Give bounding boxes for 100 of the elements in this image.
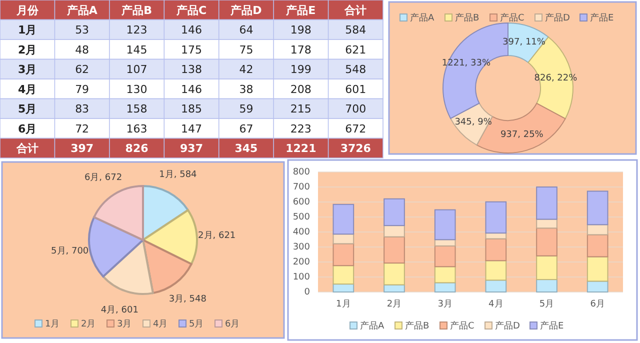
y-tick-label: 4月: [18, 82, 37, 96]
bar: [384, 198, 405, 226]
x-tick-label: 产品A: [66, 4, 98, 17]
legend-label: 产品A: [360, 320, 385, 332]
data-label: 4月, 601: [100, 306, 138, 316]
bar: [434, 282, 456, 292]
bar: [586, 190, 608, 226]
data-label: 215: [290, 102, 312, 116]
bar: [586, 224, 608, 236]
data-label: 1月, 584: [159, 170, 198, 180]
data-label: 548: [345, 63, 366, 76]
legend-label: 5月: [189, 319, 204, 330]
bar: [332, 204, 354, 235]
data-label: 59: [239, 102, 254, 116]
bar: [485, 280, 507, 292]
y-tick-label: 0: [304, 287, 310, 298]
donut-slice: [476, 102, 566, 154]
data-label: 42: [239, 63, 254, 76]
data-label: 397, 11%: [502, 37, 546, 48]
y-tick-label: 600: [292, 197, 310, 208]
y-tick-label: 6月: [18, 122, 37, 136]
bar: [434, 209, 456, 240]
legend-label: 6月: [225, 319, 240, 330]
x-tick-label: 产品E: [285, 4, 316, 17]
data-label: 145: [126, 43, 148, 56]
y-tick-label: 2月: [18, 43, 37, 56]
bar: [536, 228, 558, 256]
data-label: 107: [126, 63, 148, 76]
legend-label: 产品E: [540, 320, 564, 332]
data-label: 6月, 672: [84, 173, 122, 184]
bar: [384, 262, 405, 286]
pie-slice: [93, 185, 144, 241]
bar: [384, 236, 405, 264]
data-label: 345: [234, 142, 258, 156]
data-label: 345, 9%: [454, 118, 492, 128]
data-label: 130: [126, 82, 148, 96]
data-label: 146: [181, 82, 202, 96]
y-tick-label: 300: [292, 242, 310, 252]
legend-label: 4月: [153, 319, 168, 330]
data-label: 223: [290, 122, 312, 136]
y-tick-label: 800: [292, 167, 310, 178]
legend-label: 产品B: [405, 320, 430, 332]
bar: [485, 201, 507, 234]
pie-slice: [88, 216, 144, 278]
data-label: 621: [345, 43, 366, 56]
bar: [586, 234, 608, 258]
data-label: 397: [70, 142, 94, 156]
data-label: 5月, 700: [51, 246, 89, 257]
x-tick-label: 5月: [539, 299, 554, 310]
data-label: 199: [290, 63, 312, 76]
data-label: 178: [290, 43, 312, 56]
x-tick-label: 产品D: [230, 4, 262, 17]
legend-label: 3月: [117, 319, 132, 330]
data-label: 1221: [286, 142, 316, 156]
data-label: 208: [290, 82, 312, 96]
data-label: 138: [181, 63, 202, 76]
bar: [536, 255, 558, 280]
x-tick-label: 合计: [344, 4, 367, 17]
data-label: 53: [75, 24, 90, 37]
data-label: 147: [181, 122, 202, 136]
x-tick-label: 产品B: [120, 4, 152, 17]
data-label: 123: [126, 24, 148, 37]
legend-label: 产品D: [495, 320, 520, 332]
legend-label: 2月: [81, 319, 96, 330]
bar: [434, 245, 456, 268]
y-tick-label: 500: [292, 212, 310, 222]
y-tick-label: 200: [292, 257, 310, 268]
bar: [536, 279, 558, 292]
data-label: 1221, 33%: [442, 58, 491, 68]
bar: [485, 238, 507, 262]
data-label: 3月, 548: [168, 294, 207, 304]
data-label: 185: [181, 102, 202, 116]
y-tick-label: 400: [292, 227, 310, 238]
bar: [434, 266, 456, 284]
x-tick-label: 产品C: [175, 4, 207, 17]
data-label: 2月, 621: [198, 230, 236, 241]
data-label: 3726: [340, 142, 372, 156]
data-label: 79: [75, 82, 90, 96]
bar: [384, 225, 405, 238]
y-tick-label: 合计: [15, 142, 38, 156]
data-label: 64: [239, 24, 254, 37]
data-label: 601: [345, 82, 366, 96]
x-tick-label: 4月: [488, 299, 504, 310]
data-label: 75: [239, 43, 254, 56]
y-tick-label: 100: [292, 272, 310, 282]
data-label: 38: [239, 82, 254, 96]
bar: [586, 256, 608, 282]
y-tick-label: 1月: [18, 24, 37, 37]
data-label: 826: [125, 142, 149, 156]
x-tick-label: 2月: [386, 299, 402, 310]
y-axis-title: 月份: [15, 4, 40, 17]
x-tick-label: 6月: [590, 299, 605, 310]
bar: [586, 280, 608, 292]
pie-slice: [142, 239, 192, 294]
pie-slice: [102, 239, 154, 295]
data-label: 937, 25%: [500, 130, 544, 140]
bar: [536, 186, 558, 220]
data-label: 62: [75, 63, 90, 76]
bar: [332, 265, 354, 285]
data-label: 67: [239, 122, 254, 136]
